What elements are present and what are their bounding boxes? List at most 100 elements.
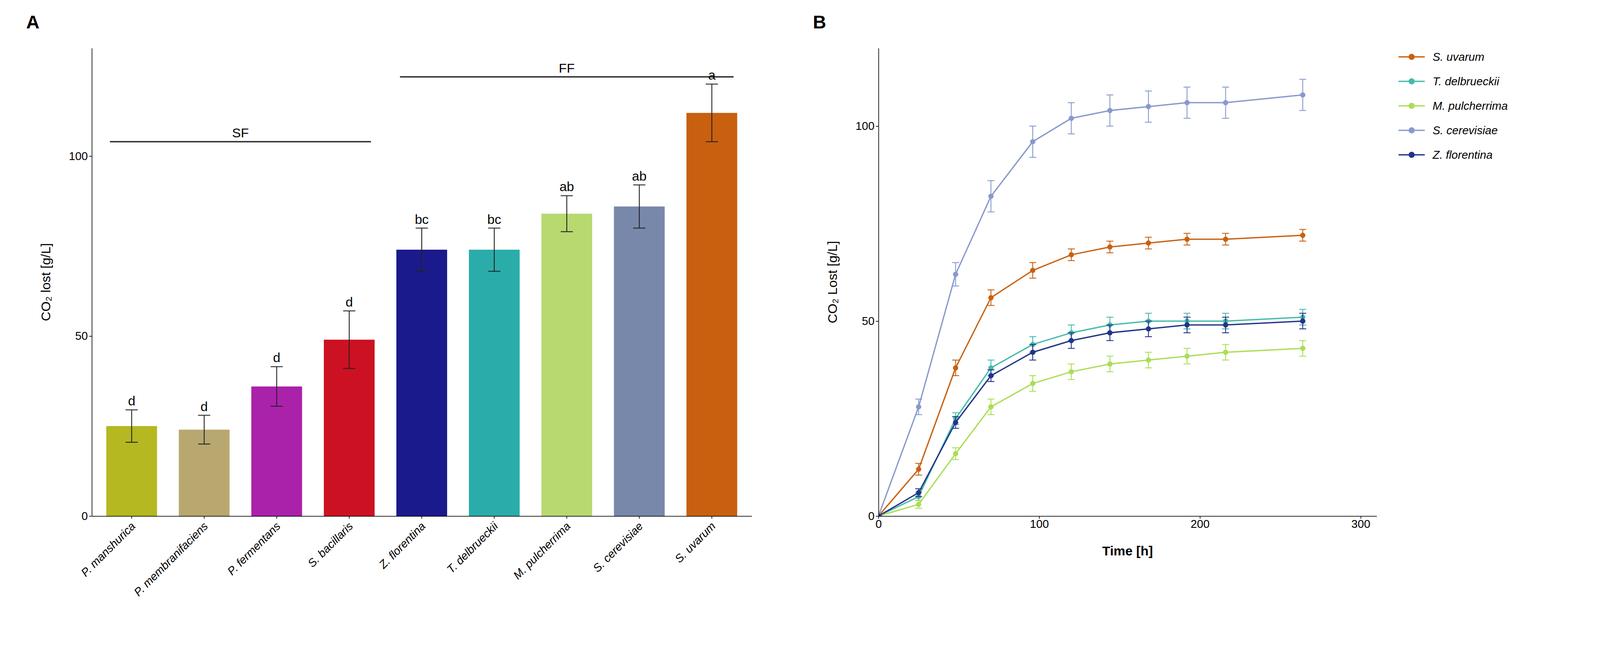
error-bar-cap <box>1145 236 1153 238</box>
marker <box>1222 349 1229 355</box>
panel-b: 0100200300050100Time [h]CO₂ Lost [g/L]BS… <box>812 11 1508 558</box>
error-bar-cap <box>415 270 428 272</box>
bar <box>686 112 738 516</box>
tick-mark <box>638 515 640 519</box>
error-bar-cap <box>1221 232 1229 234</box>
panel-label: B <box>812 11 827 33</box>
error-bar <box>1221 86 1229 119</box>
significance-label: d <box>273 350 281 365</box>
error-bar-cap <box>1145 90 1153 92</box>
marker <box>1107 329 1113 336</box>
error-bar-cap <box>1029 390 1037 392</box>
x-axis: P. manshuricaP. membranifaciensP. fermen… <box>78 515 752 599</box>
error-bar-cap <box>987 289 995 291</box>
error-bar-cap <box>1106 94 1114 96</box>
error-bar <box>1106 240 1114 253</box>
error-bar-cap <box>1183 312 1191 314</box>
marker <box>988 295 994 301</box>
marker <box>1030 138 1036 145</box>
marker <box>1145 326 1152 332</box>
marker <box>953 271 959 277</box>
error-bar <box>915 488 923 497</box>
error-bar <box>1106 324 1114 341</box>
tick-label: 50 <box>861 314 875 328</box>
legend-item: S. uvarum <box>1398 50 1485 64</box>
tick-label: M. pulcherrima <box>510 519 573 582</box>
error-bar-cap <box>1221 86 1229 88</box>
series <box>878 229 1307 516</box>
error-bar-cap <box>1183 86 1191 88</box>
tick-label: 200 <box>1190 517 1210 531</box>
line <box>878 316 1303 516</box>
marker <box>1184 322 1190 328</box>
error-bar <box>1221 233 1229 246</box>
bar <box>396 249 448 516</box>
error-bar <box>987 399 995 415</box>
error-bar-cap <box>1029 374 1037 376</box>
error-bar-cap <box>1067 324 1075 326</box>
significance-label: d <box>345 294 354 309</box>
error-bar <box>1299 79 1307 111</box>
error-bar-cap <box>343 310 356 312</box>
significance-label: bc <box>414 211 429 227</box>
legend-marker <box>1408 78 1415 85</box>
marker <box>953 419 959 425</box>
error-bar-cap <box>1029 336 1037 337</box>
error-bar-cap <box>1145 320 1153 322</box>
marker <box>1107 244 1113 250</box>
tick: 100 <box>1030 515 1049 531</box>
bracket-label: FF <box>558 60 576 76</box>
tick-label: 0 <box>81 509 88 523</box>
brackets <box>109 76 734 142</box>
error-bar-cap <box>415 227 428 229</box>
marker <box>1300 345 1306 351</box>
error-bar-cap <box>987 413 995 415</box>
tick: Z. florentina <box>375 515 428 572</box>
plot-area <box>106 76 738 516</box>
marker <box>916 466 922 472</box>
legend-item: M. pulcherrima <box>1398 99 1508 113</box>
error-bar-stem <box>131 409 132 442</box>
error-bar <box>1029 375 1037 392</box>
tick-label: 100 <box>69 149 88 163</box>
error-bar-cap <box>915 474 923 476</box>
error-bar-cap <box>987 369 995 371</box>
tick: S. cerevisiae <box>590 515 646 575</box>
error-bar <box>1221 344 1229 361</box>
error-bar-stem <box>348 310 350 369</box>
marker <box>1107 360 1113 367</box>
error-bar-cap <box>987 211 995 213</box>
error-bar <box>488 228 501 272</box>
line <box>878 348 1303 516</box>
legend-item: S. cerevisiae <box>1398 123 1498 137</box>
error-bar-cap <box>952 285 960 287</box>
error-bar-cap <box>1145 351 1153 353</box>
marker <box>1068 368 1074 375</box>
error-bar-cap <box>270 405 283 407</box>
error-bar-cap <box>560 231 573 233</box>
error-bar <box>343 310 356 369</box>
error-bar <box>1299 340 1307 357</box>
error-bar-stem <box>276 366 278 407</box>
error-bar-stem <box>493 228 495 272</box>
tick-label: Z. florentina <box>375 519 428 572</box>
error-bar-cap <box>1299 308 1307 310</box>
tick-mark <box>89 156 92 157</box>
tick-mark <box>493 515 495 519</box>
tick-label: P. membranifaciens <box>131 519 211 599</box>
tick-label: S. bacillaris <box>305 519 356 570</box>
error-bar-cap <box>1145 248 1153 250</box>
tick: 200 <box>1190 515 1210 531</box>
error-bar-stem <box>638 184 640 229</box>
significance-label: ab <box>631 168 647 184</box>
significance-label: d <box>128 393 136 408</box>
marker <box>1184 100 1190 106</box>
tick: 0 <box>875 515 882 531</box>
axis-line <box>91 48 93 517</box>
tick: S. bacillaris <box>305 515 356 570</box>
tick-mark <box>348 515 350 519</box>
error-bar-cap <box>1029 359 1037 361</box>
error-bar-cap <box>343 367 356 369</box>
error-bar-cap <box>1067 248 1075 250</box>
error-bar <box>270 366 283 407</box>
